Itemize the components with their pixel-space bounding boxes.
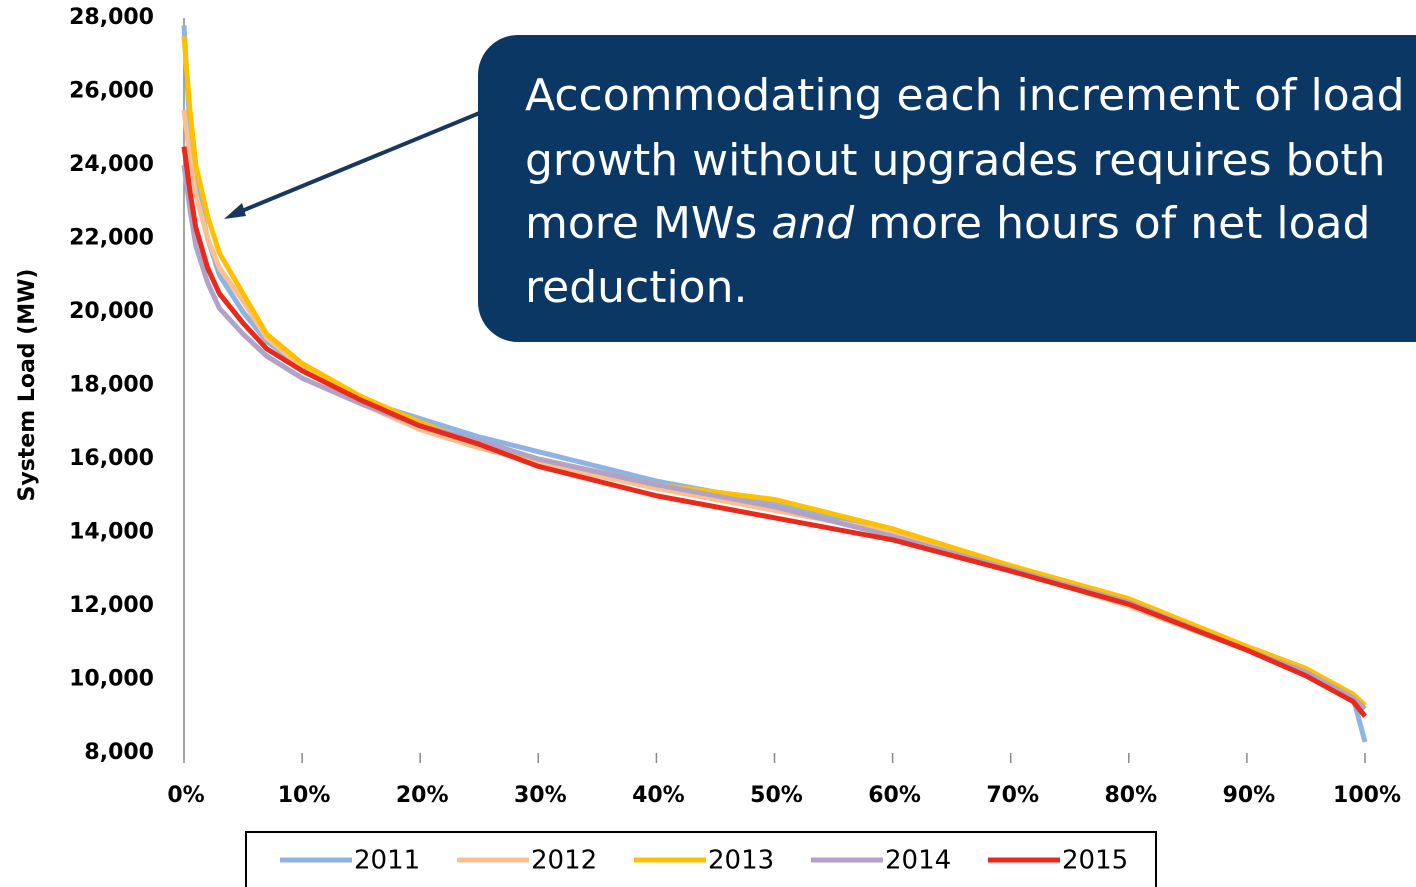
annotation: Accommodating each increment of load gro… (224, 35, 1416, 342)
legend-label: 2012 (531, 846, 597, 876)
legend-label: 2014 (885, 846, 951, 876)
x-tick-label: 10% (278, 783, 331, 808)
callout-text: reduction. (525, 262, 747, 313)
y-tick-label: 28,000 (69, 5, 154, 30)
x-tick-label: 50% (750, 783, 803, 808)
callout-text: Accommodating each increment of load (525, 70, 1405, 121)
legend-label: 2013 (708, 846, 774, 876)
x-tick-label: 100% (1333, 783, 1401, 808)
series-line (181, 146, 1367, 718)
x-tick-label: 0% (167, 783, 204, 808)
y-tick-label: 14,000 (69, 520, 154, 545)
y-axis-label: System Load (MW) (15, 269, 40, 502)
y-tick-label: 8,000 (84, 740, 154, 765)
y-tick-label: 18,000 (69, 373, 154, 398)
y-tick-label: 26,000 (69, 79, 154, 104)
x-tick-label: 40% (632, 783, 685, 808)
arrow (231, 110, 483, 217)
y-tick-label: 10,000 (69, 667, 154, 692)
legend-label: 2015 (1062, 846, 1128, 876)
arrow-head (224, 203, 246, 219)
x-tick-label: 80% (1104, 783, 1157, 808)
y-tick-label: 24,000 (69, 152, 154, 177)
y-tick-label: 12,000 (69, 593, 154, 618)
callout-text: growth without upgrades requires both (525, 135, 1386, 186)
legend-label: 2011 (354, 846, 420, 876)
y-tick-label: 22,000 (69, 226, 154, 251)
callout-text: more hours of net load (868, 198, 1370, 249)
y-tick-label: 16,000 (69, 446, 154, 471)
x-tick-label: 30% (514, 783, 567, 808)
callout-text: more MWs (525, 198, 757, 249)
lines (181, 25, 1368, 743)
callout-text: more MWs and more hours of net load (525, 198, 1370, 249)
x-tick-label: 60% (868, 783, 921, 808)
callout-box (478, 35, 1416, 342)
x-tick-label: 70% (986, 783, 1039, 808)
grid: 8,000 10,000 12,000 14,000 16,000 18,000 20,00… (69, 5, 1401, 808)
x-tick-label: 20% (396, 783, 449, 808)
x-tick-label: 90% (1223, 783, 1276, 808)
y-tick-label: 20,000 (69, 299, 154, 324)
callout-text: and (771, 198, 855, 249)
legend: 2011 2012 2013 2014 2015 (280, 846, 1128, 876)
